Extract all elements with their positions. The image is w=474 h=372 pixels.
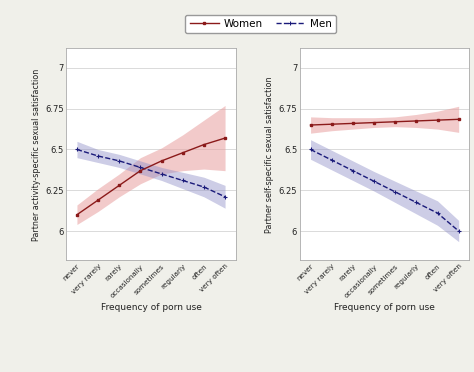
Y-axis label: Partner self-specific sexual satisfaction: Partner self-specific sexual satisfactio… [265,76,274,232]
X-axis label: Frequency of porn use: Frequency of porn use [334,303,435,312]
X-axis label: Frequency of porn use: Frequency of porn use [100,303,201,312]
Y-axis label: Partner activity-specific sexual satisfaction: Partner activity-specific sexual satisfa… [32,68,41,241]
Legend: Women, Men: Women, Men [185,15,336,33]
